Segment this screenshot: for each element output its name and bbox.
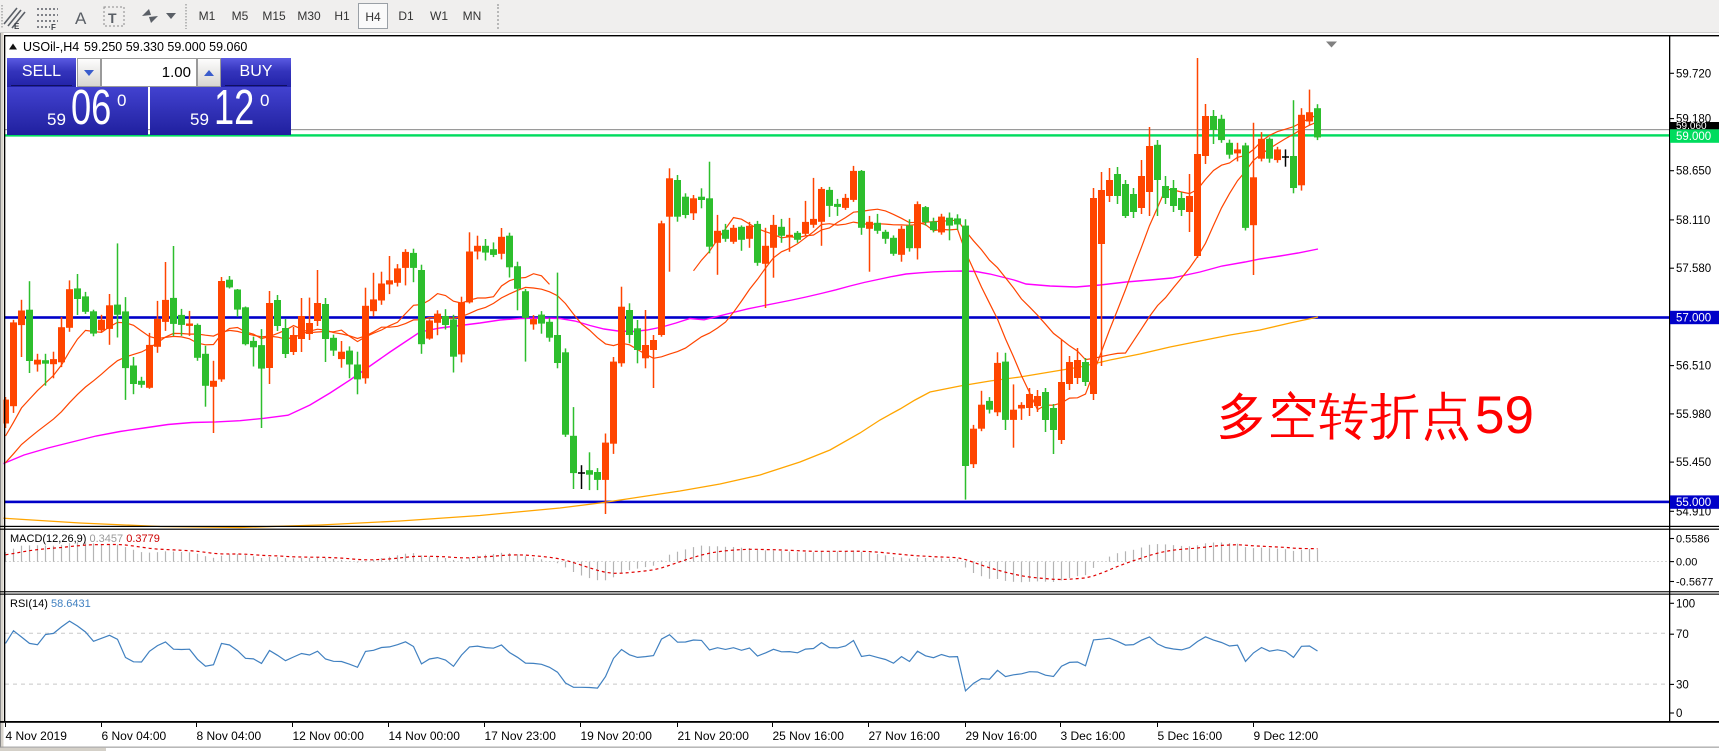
- svg-text:USOil-,H4: USOil-,H4: [23, 40, 79, 54]
- svg-text:58.650: 58.650: [1676, 166, 1711, 178]
- svg-text:55.000: 55.000: [1676, 497, 1711, 509]
- svg-text:56.510: 56.510: [1676, 361, 1711, 373]
- svg-text:A: A: [75, 9, 87, 28]
- svg-text:0: 0: [1676, 708, 1682, 720]
- svg-text:59: 59: [1475, 386, 1534, 445]
- svg-text:59.250 59.330 59.000 59.060: 59.250 59.330 59.000 59.060: [84, 40, 247, 54]
- svg-text:55.450: 55.450: [1676, 457, 1711, 469]
- svg-text:57.580: 57.580: [1676, 263, 1711, 275]
- svg-text:57.000: 57.000: [1676, 312, 1711, 324]
- svg-text:RSI(14) 58.6431: RSI(14) 58.6431: [10, 598, 91, 610]
- svg-text:4 Nov 2019: 4 Nov 2019: [6, 729, 68, 743]
- svg-text:5 Dec 16:00: 5 Dec 16:00: [1158, 729, 1223, 743]
- svg-text:100: 100: [1676, 598, 1695, 610]
- svg-text:54.910: 54.910: [1676, 506, 1711, 518]
- svg-text:3 Dec 16:00: 3 Dec 16:00: [1061, 729, 1126, 743]
- svg-text:T: T: [108, 10, 117, 26]
- svg-text:21 Nov 20:00: 21 Nov 20:00: [678, 729, 750, 743]
- svg-text:70: 70: [1676, 629, 1689, 641]
- svg-text:59.720: 59.720: [1676, 68, 1711, 80]
- svg-text:14 Nov 00:00: 14 Nov 00:00: [389, 729, 461, 743]
- svg-text:12 Nov 00:00: 12 Nov 00:00: [293, 729, 365, 743]
- svg-text:0.5586: 0.5586: [1676, 534, 1710, 546]
- svg-text:19 Nov 20:00: 19 Nov 20:00: [581, 729, 653, 743]
- svg-text:6 Nov 04:00: 6 Nov 04:00: [102, 729, 167, 743]
- svg-text:0.00: 0.00: [1676, 557, 1697, 569]
- svg-text:59.060: 59.060: [1676, 121, 1707, 132]
- svg-text:17 Nov 23:00: 17 Nov 23:00: [485, 729, 557, 743]
- svg-text:MACD(12,26,9) 0.3457 0.3779: MACD(12,26,9) 0.3457 0.3779: [10, 533, 160, 545]
- svg-text:25 Nov 16:00: 25 Nov 16:00: [773, 729, 845, 743]
- svg-text:29 Nov 16:00: 29 Nov 16:00: [966, 729, 1038, 743]
- svg-text:30: 30: [1676, 679, 1689, 691]
- svg-text:8 Nov 04:00: 8 Nov 04:00: [197, 729, 262, 743]
- svg-text:59.000: 59.000: [1676, 131, 1711, 143]
- svg-text:-0.5677: -0.5677: [1676, 577, 1713, 589]
- svg-text:58.110: 58.110: [1676, 215, 1710, 227]
- svg-text:27 Nov 16:00: 27 Nov 16:00: [869, 729, 941, 743]
- svg-text:9 Dec 12:00: 9 Dec 12:00: [1254, 729, 1319, 743]
- svg-text:55.980: 55.980: [1676, 409, 1711, 421]
- svg-text:E: E: [14, 22, 20, 31]
- svg-text:F: F: [51, 23, 56, 32]
